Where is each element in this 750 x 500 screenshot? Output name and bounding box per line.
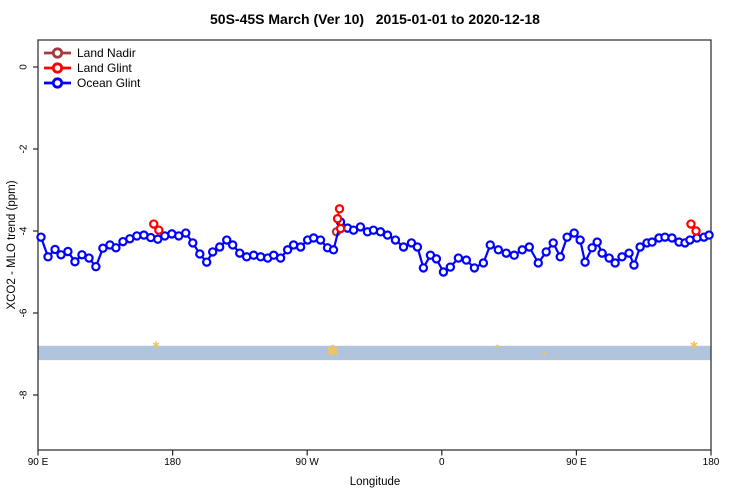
x-tick-label-0: 90 E: [27, 457, 49, 468]
legend-marker-icon: [44, 47, 71, 59]
legend-marker-icon: [44, 62, 71, 74]
axis-ticks: [33, 66, 712, 456]
band-star-icon: ✱: [542, 351, 546, 357]
y-tick-label-3: -6: [18, 308, 30, 318]
plot-border: [37, 39, 712, 451]
x-tick-label-1: 180: [164, 457, 181, 468]
y-tick-label-4: -8: [18, 390, 30, 400]
y-axis-title: XCO2 - MLO trend (ppm): [6, 180, 18, 310]
band-star-icon: ✱: [495, 344, 499, 350]
y-tick-label-2: -4: [18, 226, 30, 236]
x-tick-label-4: 90 E: [566, 457, 587, 468]
legend-label-land-glint: Land Glint: [77, 60, 132, 75]
series-ocean-glint: [36, 217, 714, 277]
band-star-icon: ✱: [690, 340, 698, 351]
series-land-glint: [149, 204, 701, 236]
coverage-band: [38, 345, 711, 361]
band-star-icon: ✱: [326, 343, 339, 360]
x-axis-title: Longitude: [349, 476, 401, 488]
chart-title: 50S-45S March (Ver 10) 2015-01-01 to 202…: [210, 11, 540, 27]
legend-label-land-nadir: Land Nadir: [77, 45, 136, 60]
y-tick-label-1: -2: [18, 144, 30, 154]
x-tick-label-3: 0: [439, 457, 445, 468]
y-tick-label-0: 0: [18, 64, 30, 70]
legend-marker-icon: [44, 77, 71, 89]
band-star-icon: ✱: [152, 340, 160, 350]
x-tick-label-2: 90 W: [295, 457, 319, 468]
x-tick-label-5: 180: [702, 457, 720, 468]
legend-label-ocean-glint: Ocean Glint: [77, 75, 141, 90]
